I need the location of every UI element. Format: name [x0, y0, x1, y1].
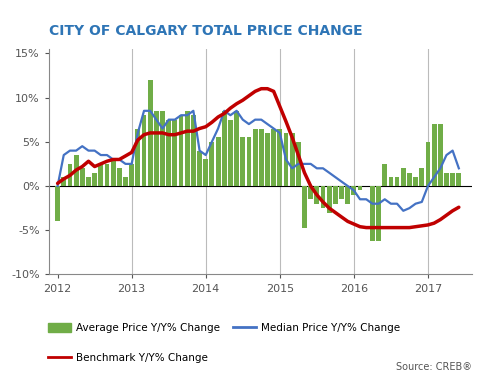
Bar	[222, 111, 226, 186]
Bar	[179, 115, 184, 186]
Bar	[92, 173, 97, 186]
Bar	[456, 173, 461, 186]
Bar	[117, 168, 122, 186]
Bar	[339, 186, 344, 199]
Bar	[234, 111, 239, 186]
Bar	[185, 111, 189, 186]
Bar	[333, 186, 338, 204]
Bar	[357, 186, 362, 190]
Bar	[370, 186, 375, 241]
Bar	[209, 142, 214, 186]
Bar	[111, 159, 115, 186]
Bar	[308, 186, 313, 199]
Bar	[246, 137, 251, 186]
Bar	[345, 186, 350, 204]
Bar	[315, 186, 319, 204]
Bar	[394, 177, 399, 186]
Bar	[320, 186, 325, 208]
Legend: Average Price Y/Y% Change, Median Price Y/Y% Change: Average Price Y/Y% Change, Median Price …	[44, 318, 404, 337]
Bar	[296, 142, 301, 186]
Bar	[197, 151, 202, 186]
Bar	[265, 133, 270, 186]
Bar	[431, 124, 436, 186]
Bar	[55, 186, 60, 221]
Bar	[450, 173, 455, 186]
Bar	[166, 120, 171, 186]
Bar	[148, 80, 152, 186]
Bar	[129, 164, 134, 186]
Bar	[401, 168, 406, 186]
Bar	[376, 186, 381, 241]
Text: Source: CREB®: Source: CREB®	[396, 362, 472, 372]
Bar	[278, 129, 282, 186]
Bar	[438, 124, 443, 186]
Bar	[259, 129, 263, 186]
Bar	[389, 177, 393, 186]
Bar	[123, 177, 128, 186]
Bar	[352, 186, 356, 195]
Text: CITY OF CALGARY TOTAL PRICE CHANGE: CITY OF CALGARY TOTAL PRICE CHANGE	[49, 24, 362, 38]
Bar	[61, 177, 66, 186]
Bar	[327, 186, 332, 212]
Bar	[413, 177, 418, 186]
Bar	[426, 142, 431, 186]
Bar	[271, 129, 276, 186]
Bar	[142, 115, 147, 186]
Bar	[216, 137, 221, 186]
Bar	[135, 129, 140, 186]
Bar	[172, 120, 177, 186]
Bar	[283, 133, 288, 186]
Bar	[204, 159, 208, 186]
Bar	[68, 164, 73, 186]
Bar	[444, 173, 449, 186]
Bar	[407, 173, 412, 186]
Bar	[86, 177, 91, 186]
Bar	[228, 120, 233, 186]
Bar	[154, 111, 159, 186]
Legend: Benchmark Y/Y% Change: Benchmark Y/Y% Change	[44, 349, 212, 367]
Bar	[74, 155, 78, 186]
Bar	[105, 164, 110, 186]
Bar	[419, 168, 424, 186]
Bar	[253, 129, 258, 186]
Bar	[98, 164, 103, 186]
Bar	[382, 164, 387, 186]
Bar	[290, 133, 295, 186]
Bar	[160, 111, 165, 186]
Bar	[191, 115, 196, 186]
Bar	[302, 186, 307, 229]
Bar	[80, 168, 85, 186]
Bar	[241, 137, 245, 186]
